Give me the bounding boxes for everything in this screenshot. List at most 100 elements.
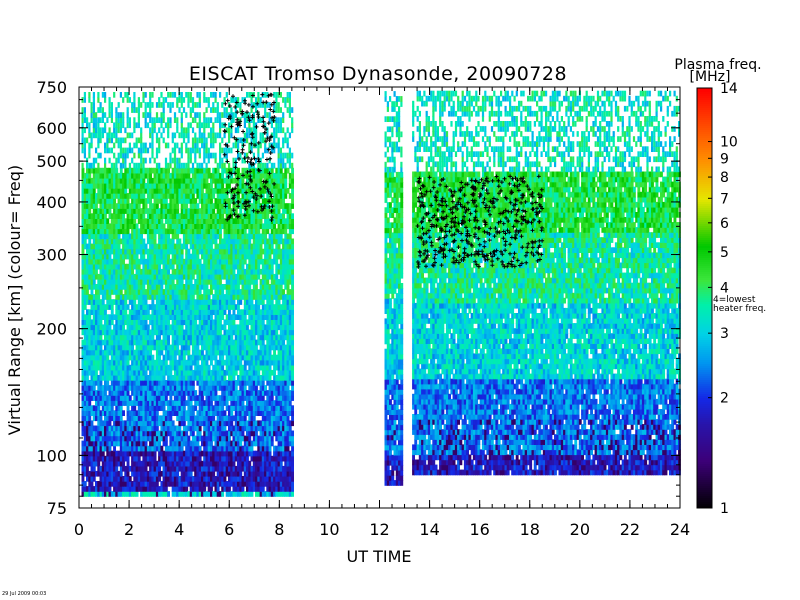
heatmap-cell	[142, 491, 146, 497]
heatmap-cell	[119, 380, 123, 386]
heatmap-cell	[117, 359, 121, 366]
heatmap-cell	[101, 465, 105, 472]
heatmap-cell	[142, 465, 146, 472]
heatmap-cell	[128, 208, 132, 214]
heatmap-cell	[135, 248, 139, 255]
heatmap-cell	[196, 440, 200, 447]
heatmap-cell	[191, 273, 195, 280]
heatmap-cell	[131, 324, 134, 331]
heatmap-cell	[133, 329, 137, 336]
heatmap-cell	[88, 97, 91, 103]
heatmap-cell	[221, 122, 224, 129]
heatmap-cell	[237, 304, 240, 310]
heatmap-cell	[115, 329, 119, 336]
heatmap-cell	[194, 152, 197, 159]
heatmap-cell	[124, 400, 128, 406]
heatmap-cell	[90, 375, 94, 381]
heatmap-cell	[108, 339, 112, 346]
heatmap-cell	[185, 112, 188, 118]
heatmap-cell	[86, 248, 89, 255]
heatmap-cell	[119, 208, 123, 214]
heatmap-cell	[219, 117, 222, 123]
heatmap-cell	[137, 440, 141, 447]
heatmap-cell	[106, 430, 110, 437]
heatmap-cell	[115, 243, 119, 250]
heatmap-cell	[88, 460, 92, 467]
heatmap-cell	[90, 203, 94, 209]
heatmap-cell	[146, 476, 150, 482]
heatmap-cell	[124, 420, 128, 427]
heatmap-cell	[137, 405, 141, 411]
heatmap-cell	[92, 248, 96, 255]
heatmap-cell	[90, 253, 94, 260]
heatmap-cell	[151, 92, 154, 98]
heatmap-cell	[158, 127, 161, 134]
heatmap-cell	[88, 147, 91, 154]
heatmap-cell	[171, 420, 175, 427]
heatmap-cell	[137, 481, 141, 487]
heatmap-cell	[142, 157, 145, 164]
heatmap-cell	[164, 162, 168, 169]
heatmap-cell	[185, 92, 188, 98]
heatmap-cell	[203, 117, 206, 123]
heatmap-cell	[108, 364, 112, 371]
heatmap-cell	[228, 203, 231, 209]
heatmap-cell	[216, 117, 219, 123]
heatmap-cell	[99, 107, 102, 113]
heatmap-cell	[104, 400, 107, 406]
heatmap-cell	[88, 198, 92, 204]
heatmap-cell	[95, 309, 98, 315]
heatmap-cell	[117, 284, 121, 290]
heatmap-cell	[119, 299, 123, 305]
heatmap-cell	[95, 460, 98, 467]
heatmap-cell	[135, 410, 139, 416]
heatmap-cell	[88, 193, 92, 199]
heatmap-cell	[101, 213, 105, 219]
heatmap-cell	[169, 122, 172, 129]
heatmap-cell	[92, 97, 95, 103]
heatmap-cell	[133, 435, 137, 442]
heatmap-cell	[140, 142, 143, 149]
heatmap-cell	[81, 233, 85, 240]
heatmap-cell	[219, 157, 222, 164]
heatmap-cell	[99, 314, 103, 320]
heatmap-cell	[144, 147, 147, 154]
heatmap-cell	[219, 152, 222, 159]
heatmap-cell	[108, 440, 112, 447]
heatmap-cell	[119, 430, 123, 437]
heatmap-cell	[187, 97, 190, 103]
heatmap-cell	[131, 354, 134, 361]
heatmap-cell	[198, 455, 202, 462]
heatmap-cell	[92, 465, 96, 472]
heatmap-cell	[117, 385, 121, 391]
heatmap-cell	[122, 208, 125, 214]
heatmap-cell	[198, 289, 202, 295]
heatmap-cell	[142, 369, 146, 376]
heatmap-cell	[113, 339, 116, 346]
heatmap-cell	[144, 314, 148, 320]
heatmap-cell	[187, 248, 191, 255]
heatmap-cell	[194, 117, 197, 123]
heatmap-cell	[137, 233, 141, 240]
heatmap-cell	[135, 107, 138, 113]
heatmap-cell	[117, 208, 121, 214]
heatmap-cell	[232, 375, 236, 381]
heatmap-cell	[191, 102, 195, 108]
heatmap-cell	[92, 445, 96, 452]
heatmap-cell	[131, 425, 134, 432]
heatmap-cell	[137, 400, 141, 406]
heatmap-cell	[119, 177, 123, 184]
heatmap-cell	[142, 415, 146, 422]
heatmap-cell	[115, 188, 119, 194]
heatmap-cell	[160, 117, 163, 123]
heatmap-cell	[142, 167, 146, 174]
heatmap-cell	[92, 263, 96, 270]
heatmap-cell	[97, 445, 101, 452]
heatmap-cell	[92, 122, 95, 129]
heatmap-cell	[110, 188, 114, 194]
heatmap-cell	[164, 122, 168, 129]
heatmap-cell	[214, 137, 217, 144]
heatmap-cell	[131, 309, 134, 315]
heatmap-cell	[97, 122, 100, 129]
heatmap-cell	[126, 420, 130, 427]
